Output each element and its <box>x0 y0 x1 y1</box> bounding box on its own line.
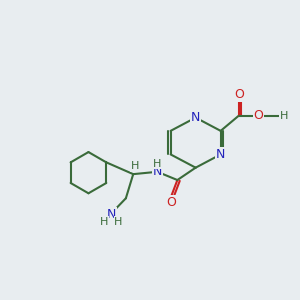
Text: O: O <box>166 196 176 208</box>
Text: N: N <box>153 165 162 178</box>
Text: N: N <box>191 111 200 124</box>
Text: N: N <box>106 208 116 221</box>
Text: O: O <box>254 109 264 122</box>
Text: H: H <box>100 217 108 227</box>
Text: H: H <box>280 110 288 121</box>
Text: O: O <box>234 88 244 101</box>
Text: H: H <box>153 158 161 169</box>
Text: H: H <box>130 161 139 171</box>
Text: N: N <box>216 148 225 161</box>
Text: H: H <box>114 217 123 227</box>
